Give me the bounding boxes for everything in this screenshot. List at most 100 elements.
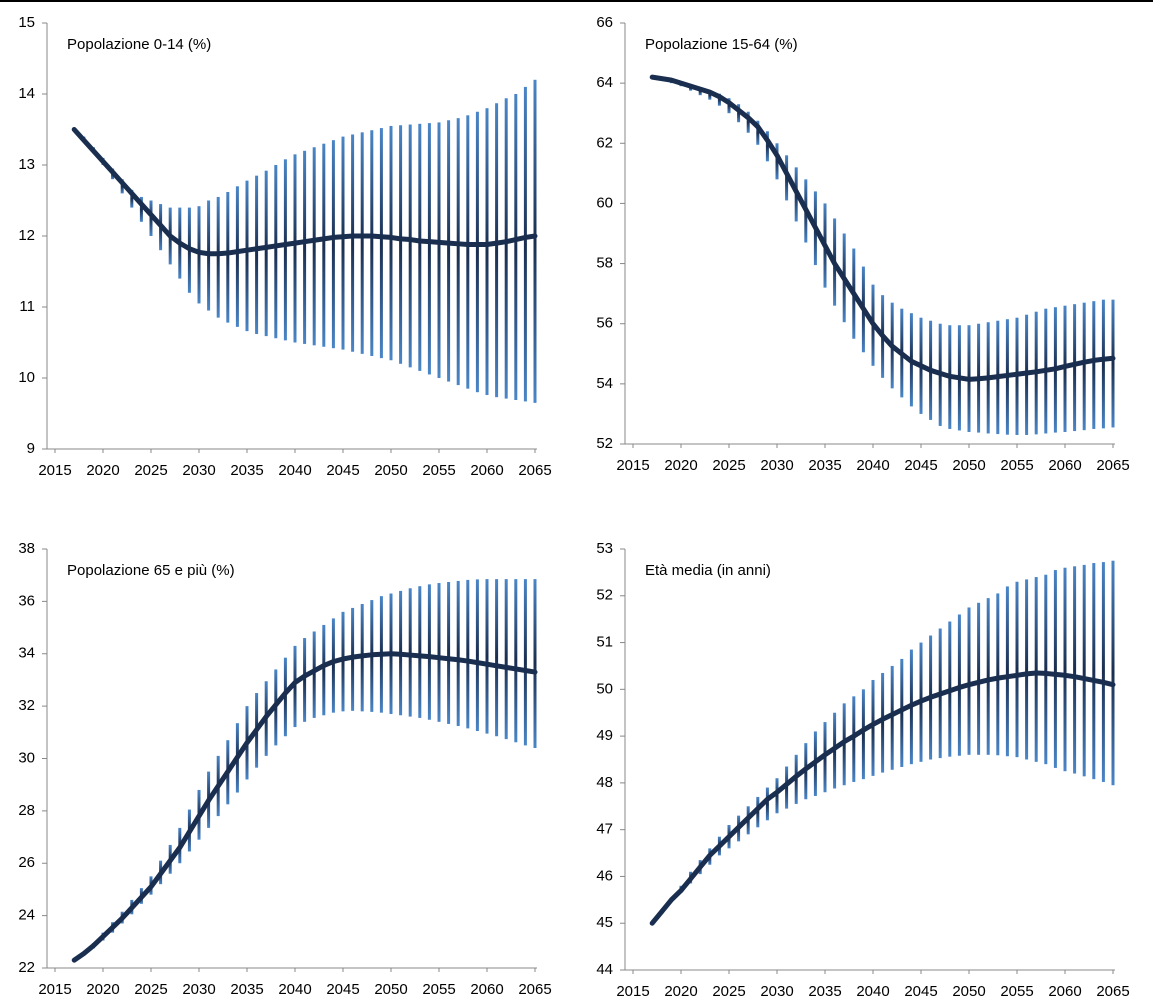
- fan-bar: [485, 108, 489, 396]
- x-tick-label: 2020: [664, 983, 697, 1000]
- fan-bar: [533, 579, 537, 749]
- y-tick-label: 62: [596, 134, 613, 151]
- y-tick-label: 32: [18, 697, 35, 714]
- fan-bar: [1092, 563, 1096, 780]
- x-tick-label: 2040: [856, 457, 889, 474]
- fan-bar: [379, 128, 383, 359]
- y-tick-label: 13: [18, 156, 35, 173]
- y-tick-label: 38: [18, 540, 35, 557]
- fan-bar: [312, 147, 316, 346]
- x-tick-label: 2065: [518, 981, 551, 998]
- fan-bar: [1025, 579, 1029, 760]
- fan-bar: [322, 143, 326, 347]
- median-line: [71, 651, 538, 963]
- fan-bar: [456, 580, 460, 727]
- y-tick-label: 51: [596, 634, 613, 651]
- fan-bar: [139, 196, 143, 222]
- x-tick-label: 2015: [38, 981, 71, 998]
- fan-bar: [1015, 581, 1019, 758]
- x-tick-label: 2040: [856, 983, 889, 1000]
- fan-bar: [418, 586, 422, 718]
- fan-bar: [475, 111, 479, 393]
- fan-bar: [1101, 299, 1105, 429]
- panel-title: Popolazione 0-14 (%): [67, 36, 211, 53]
- x-tick-label: 2045: [904, 983, 937, 1000]
- x-tick-label: 2050: [952, 983, 985, 1000]
- fan-bar: [1111, 560, 1115, 786]
- x-tick-label: 2025: [134, 981, 167, 998]
- fan-bar: [717, 93, 721, 106]
- x-tick-label: 2055: [422, 981, 455, 998]
- fan-bar: [389, 125, 393, 361]
- y-tick-label: 60: [596, 194, 613, 211]
- fan-bar: [708, 90, 712, 100]
- y-tick-label: 15: [18, 14, 35, 31]
- x-tick-label: 2065: [1096, 983, 1129, 1000]
- x-tick-label: 2065: [1096, 457, 1129, 474]
- x-tick-label: 2035: [230, 462, 263, 479]
- x-tick-label: 2030: [182, 462, 215, 479]
- x-tick-label: 2030: [182, 981, 215, 998]
- x-tick-label: 2055: [1000, 457, 1033, 474]
- fan-bar: [504, 98, 508, 399]
- x-tick-label: 2015: [38, 462, 71, 479]
- x-tick-label: 2040: [278, 981, 311, 998]
- fan-bar: [447, 120, 451, 382]
- y-tick-label: 66: [596, 14, 613, 31]
- x-tick-label: 2060: [470, 462, 503, 479]
- x-tick-label: 2050: [374, 981, 407, 998]
- fan-bar: [437, 583, 441, 722]
- fan-bar: [293, 645, 297, 728]
- panel-title: Popolazione 65 e più (%): [67, 562, 235, 579]
- fan-bar: [312, 631, 316, 718]
- fan-bar: [408, 588, 412, 717]
- fan-bar: [130, 189, 134, 208]
- fan-bar: [466, 579, 470, 729]
- fan-bar: [523, 579, 527, 746]
- fan-bar: [504, 579, 508, 740]
- y-tick-label: 34: [18, 645, 35, 662]
- x-tick-label: 2020: [86, 462, 119, 479]
- fan-bar: [765, 787, 769, 821]
- fan-bar: [852, 696, 856, 782]
- fan-bar: [303, 150, 307, 344]
- x-tick-label: 2020: [86, 981, 119, 998]
- panel-title: Età media (in anni): [645, 562, 771, 579]
- y-tick-label: 30: [18, 749, 35, 766]
- x-tick-label: 2030: [760, 457, 793, 474]
- y-tick-label: 52: [596, 587, 613, 604]
- fan-bar: [418, 123, 422, 371]
- fan-bar: [399, 125, 403, 364]
- y-tick-label: 46: [596, 867, 613, 884]
- fan-bar: [765, 131, 769, 162]
- x-tick-label: 2030: [760, 983, 793, 1000]
- fan-bar: [226, 191, 230, 323]
- fan-bar: [427, 584, 431, 720]
- fan-bar: [322, 624, 326, 716]
- x-tick-label: 2040: [278, 462, 311, 479]
- median-line: [71, 127, 538, 257]
- fan-bar: [274, 165, 278, 339]
- fan-bar: [1073, 566, 1077, 774]
- fan-bar: [1082, 564, 1086, 777]
- x-tick-label: 2065: [518, 462, 551, 479]
- x-tick-label: 2060: [470, 981, 503, 998]
- fan-bar: [1005, 586, 1009, 757]
- fan-bar: [1063, 567, 1067, 772]
- fan-bar: [427, 123, 431, 375]
- fan-bar: [466, 115, 470, 389]
- fan-bar: [475, 579, 479, 732]
- x-tick-label: 2025: [712, 457, 745, 474]
- fan-bar: [283, 159, 287, 341]
- y-tick-label: 49: [596, 727, 613, 744]
- y-tick-label: 56: [596, 315, 613, 332]
- x-tick-label: 2045: [326, 462, 359, 479]
- fan-bar: [900, 658, 904, 767]
- x-tick-label: 2020: [664, 457, 697, 474]
- fan-bar: [341, 136, 345, 350]
- panel-title: Popolazione 15-64 (%): [645, 36, 798, 53]
- x-tick-label: 2050: [952, 457, 985, 474]
- fan-bar: [331, 140, 335, 349]
- x-tick-label: 2060: [1048, 457, 1081, 474]
- y-tick-label: 47: [596, 821, 613, 838]
